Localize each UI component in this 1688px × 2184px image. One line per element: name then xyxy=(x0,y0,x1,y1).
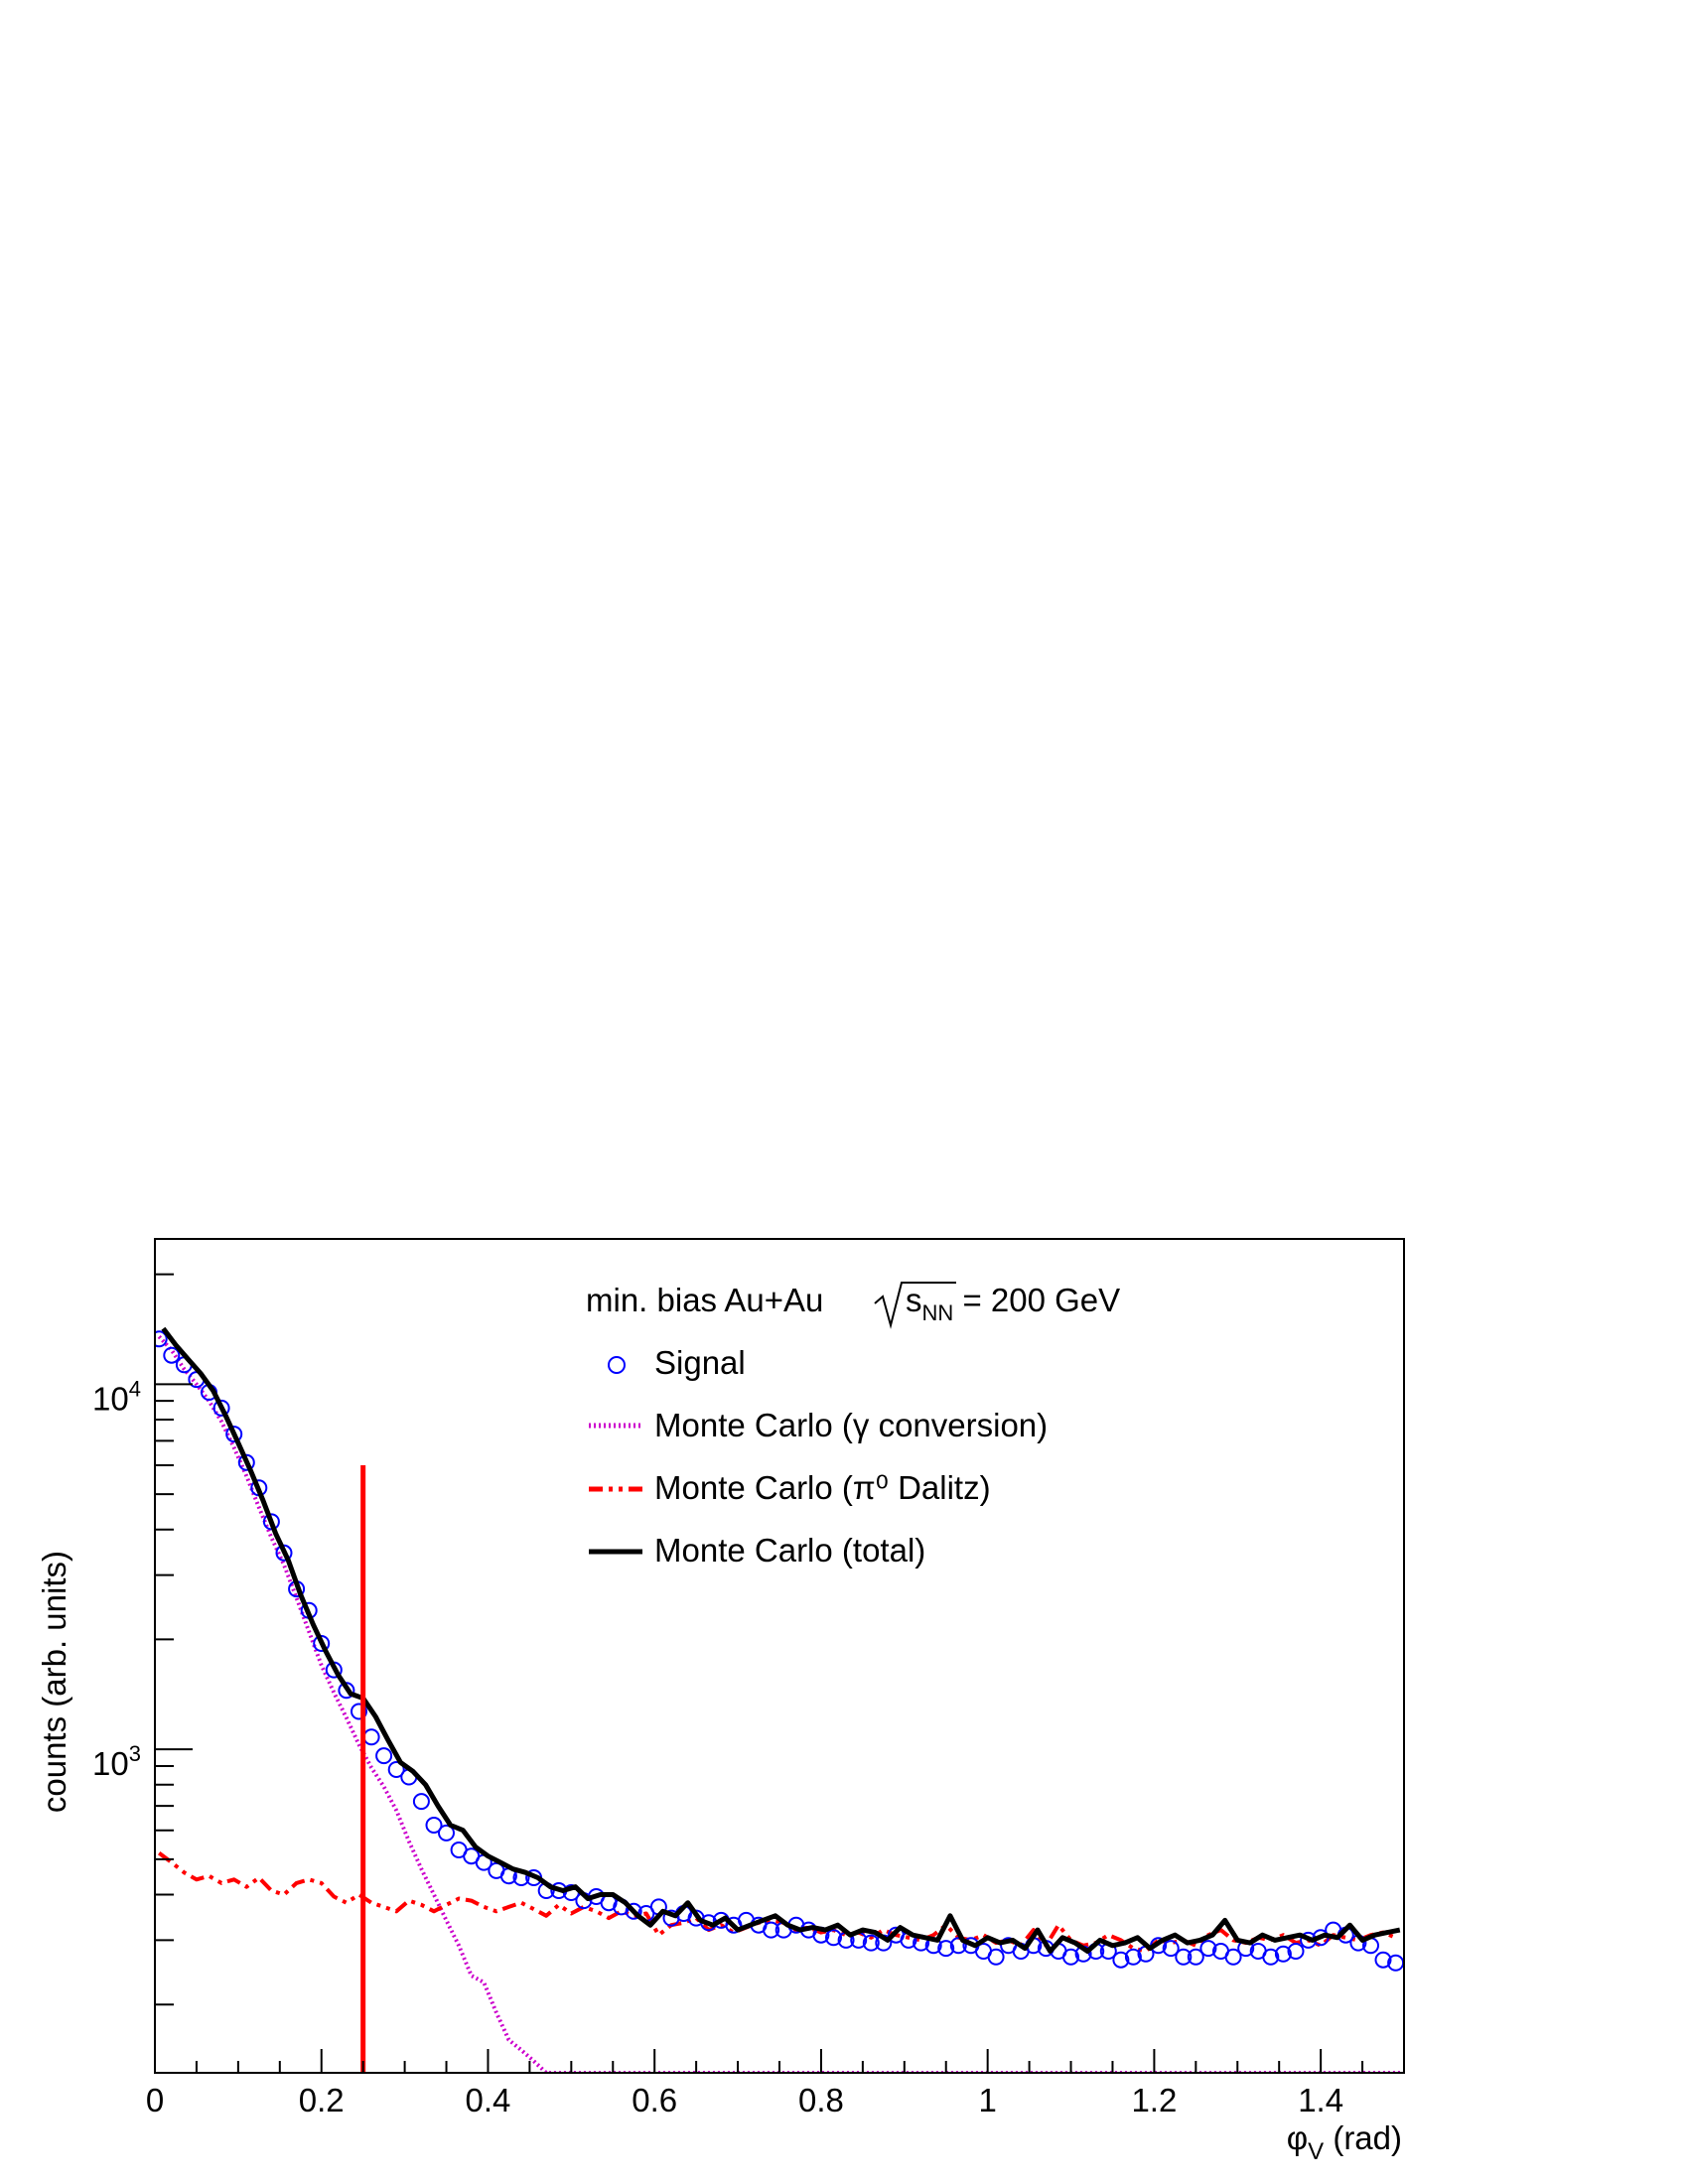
signal-point xyxy=(225,1426,243,1443)
signal-point xyxy=(313,1635,331,1652)
signal-point xyxy=(825,1929,842,1947)
signal-point xyxy=(1224,1948,1242,1966)
signal-point xyxy=(438,1824,455,1842)
legend-marker-signal xyxy=(608,1356,626,1374)
x-axis-label-symbol: φ xyxy=(1287,2119,1308,2156)
x-tick-label: 0.8 xyxy=(798,2082,844,2118)
x-axis-label-subscript: V xyxy=(1308,2138,1324,2165)
signal-point xyxy=(1062,1948,1079,1966)
legend-title-sqrt-sign xyxy=(874,1282,956,1329)
signal-point xyxy=(987,1948,1005,1966)
signal-point xyxy=(1374,1951,1392,1969)
signal-point xyxy=(1262,1948,1280,1966)
signal-point xyxy=(1124,1948,1142,1966)
plot-layer xyxy=(155,1326,1404,2073)
signal-point xyxy=(212,1399,230,1417)
legend: min. bias Au+Au sNN = 200 GeV Signal Mon… xyxy=(586,1282,1120,1569)
x-tick-label: 0.4 xyxy=(466,2082,511,2118)
y-tick-base: 10 xyxy=(92,1745,129,1782)
legend-title-suffix: = 200 GeV xyxy=(953,1282,1120,1318)
y-tick-label: 104 xyxy=(92,1376,141,1417)
signal-point xyxy=(1112,1951,1130,1969)
signal-point xyxy=(1287,1943,1305,1960)
signal-point xyxy=(155,1330,168,1348)
y-tick-exponent: 3 xyxy=(129,1741,141,1766)
series-line-conversion xyxy=(157,1335,1404,2073)
x-axis-label-unit: (rad) xyxy=(1324,2119,1402,2156)
legend-title-sqrt-var: s xyxy=(906,1282,922,1318)
x-tick-label: 0.6 xyxy=(632,2082,677,2118)
signal-point xyxy=(387,1761,405,1778)
signal-point xyxy=(1162,1940,1180,1958)
legend-entry-conversion: Monte Carlo (γ conversion) xyxy=(654,1407,1048,1443)
legend-entry-total: Monte Carlo (total) xyxy=(654,1532,925,1569)
y-tick-label: 103 xyxy=(92,1741,141,1782)
legend-title: min. bias Au+Au xyxy=(586,1282,823,1318)
signal-point xyxy=(1274,1945,1292,1963)
legend-entry-dalitz: Monte Carlo (π⁰ Dalitz) xyxy=(654,1469,991,1506)
legend-title-subscript: NN xyxy=(922,1300,954,1325)
signal-point xyxy=(375,1747,393,1765)
series-line-total xyxy=(161,1326,1401,1954)
signal-point xyxy=(412,1793,430,1811)
signal-point xyxy=(1175,1948,1193,1966)
signal-point xyxy=(425,1817,443,1834)
signal-point xyxy=(237,1453,255,1471)
x-tick-label: 1.2 xyxy=(1131,2082,1177,2118)
x-tick-label: 1.4 xyxy=(1298,2082,1343,2118)
signal-point xyxy=(625,1902,642,1920)
x-axis-label: φV (rad) xyxy=(1287,2119,1402,2165)
signal-point xyxy=(351,1703,367,1720)
legend-title-sqrt-arg: sNN = 200 GeV xyxy=(906,1282,1120,1325)
signal-point xyxy=(862,1934,880,1952)
signal-point xyxy=(937,1940,955,1958)
x-tick-label: 0.2 xyxy=(299,2082,345,2118)
y-tick-base: 10 xyxy=(92,1380,129,1417)
x-tick-label: 1 xyxy=(978,2082,996,2118)
x-tick-label: 0 xyxy=(146,2082,164,2118)
signal-point xyxy=(949,1937,967,1955)
signal-point xyxy=(1199,1940,1217,1958)
legend-title-prefix: min. bias Au+Au xyxy=(586,1282,823,1318)
y-axis-label: counts (arb. units) xyxy=(36,1551,72,1813)
legend-entry-signal: Signal xyxy=(654,1344,746,1381)
signal-point xyxy=(163,1346,181,1364)
signal-point xyxy=(763,1921,780,1939)
y-tick-exponent: 4 xyxy=(129,1376,141,1401)
signal-point xyxy=(1187,1948,1204,1966)
